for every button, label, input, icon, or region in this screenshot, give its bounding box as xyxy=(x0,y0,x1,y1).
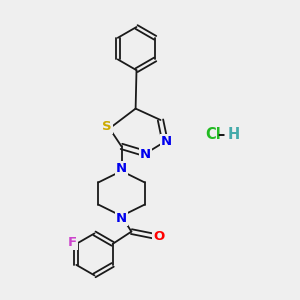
Text: O: O xyxy=(153,230,165,243)
Text: N: N xyxy=(116,212,127,225)
Text: N: N xyxy=(140,148,151,161)
Text: H: H xyxy=(228,127,240,142)
Text: N: N xyxy=(116,162,127,176)
Text: Cl: Cl xyxy=(206,127,221,142)
Text: –: – xyxy=(217,127,224,142)
Text: S: S xyxy=(102,120,112,134)
Text: F: F xyxy=(68,236,77,249)
Text: N: N xyxy=(161,135,172,148)
